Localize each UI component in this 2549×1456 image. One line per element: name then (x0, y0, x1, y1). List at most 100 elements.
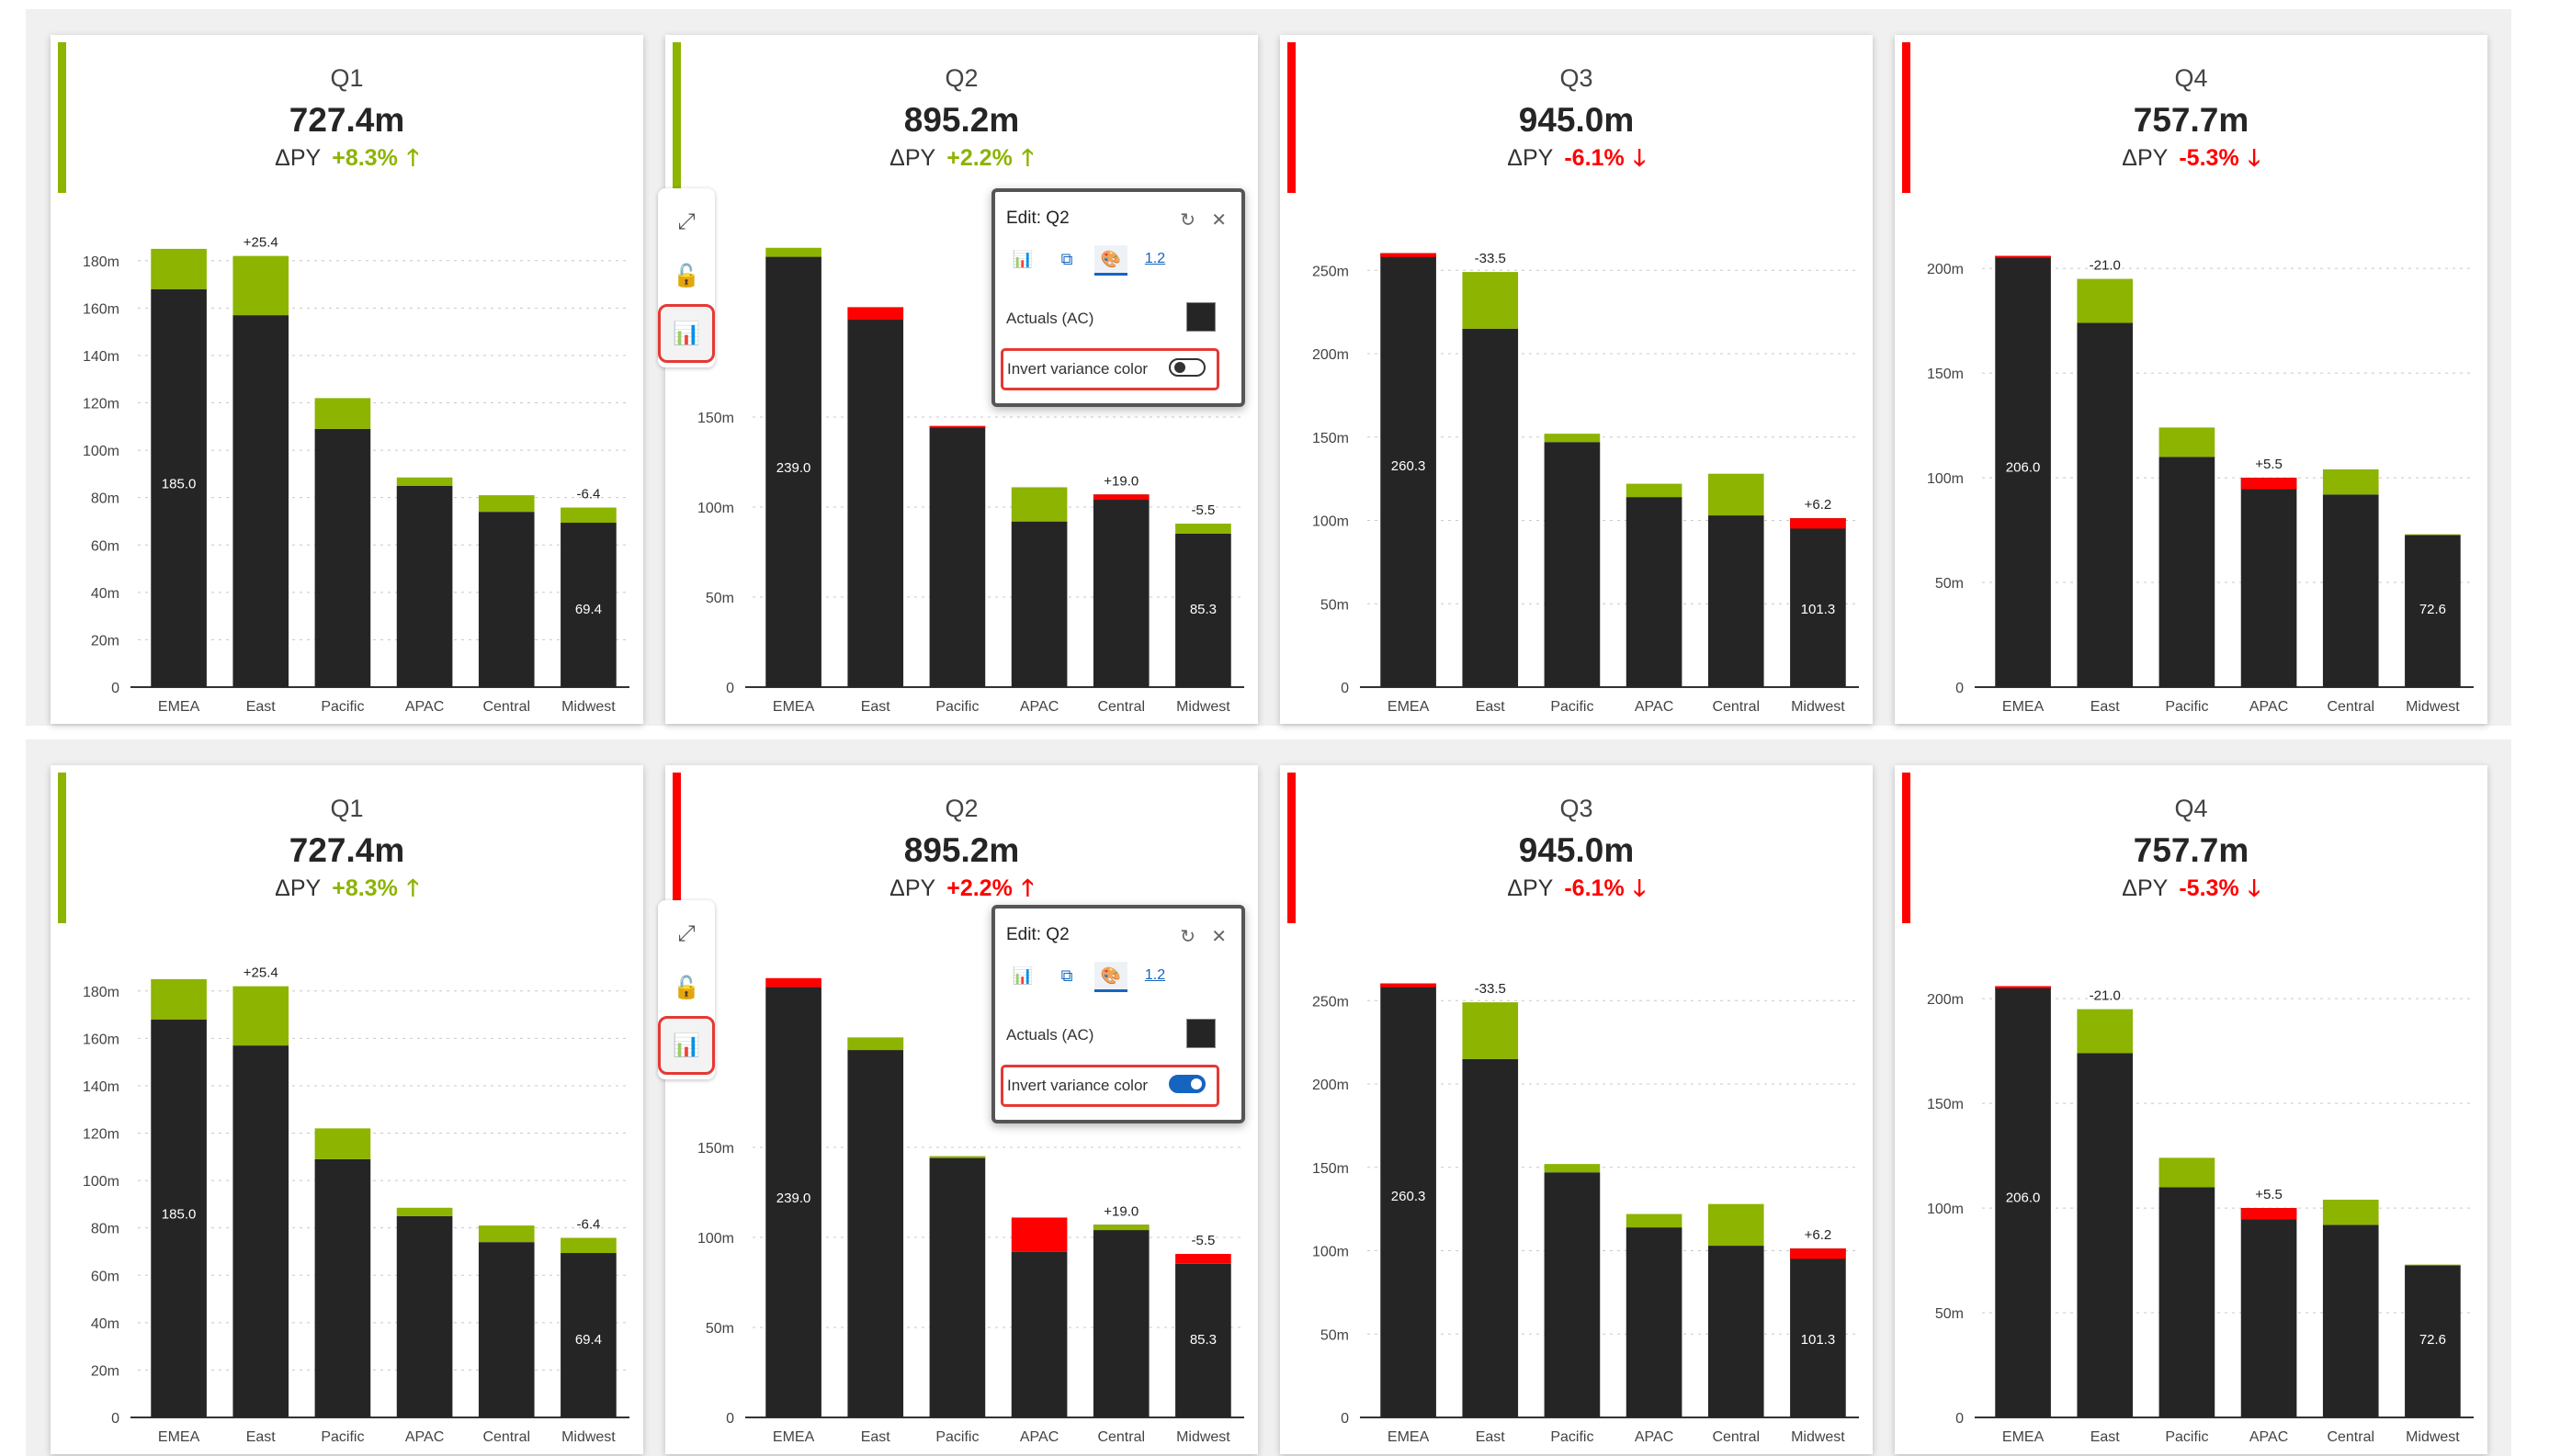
bar-actual[interactable] (847, 307, 904, 687)
bar-variance[interactable] (478, 495, 535, 513)
bar-actual[interactable] (2077, 1053, 2134, 1417)
invert-variance-row[interactable]: Invert variance color (1001, 1065, 1219, 1107)
bar-variance[interactable] (2240, 478, 2297, 490)
tab-layout-icon[interactable]: ⧉ (1060, 965, 1073, 985)
bar-variance[interactable] (1175, 1254, 1231, 1264)
bar-actual[interactable] (1544, 442, 1601, 687)
tab-layout-icon[interactable]: ⧉ (1060, 249, 1073, 268)
bar-variance[interactable] (1790, 1248, 1846, 1259)
bar-actual[interactable] (1626, 1227, 1682, 1417)
bar-actual[interactable] (1462, 1058, 1519, 1417)
bar-actual[interactable] (2322, 1225, 2379, 1417)
close-icon[interactable]: ✕ (1211, 927, 1227, 947)
bar-actual[interactable] (1093, 494, 1150, 687)
bar-variance[interactable] (765, 977, 821, 988)
invert-variance-row[interactable]: Invert variance color (1001, 348, 1219, 390)
bar-variance[interactable] (2322, 1199, 2379, 1225)
quarter-card[interactable]: Q4 757.7m ΔPY -5.3% 🡓 0 50m 100m 150m 200m EMEA Eas… (1895, 35, 2487, 724)
bar-variance[interactable] (2240, 1208, 2297, 1220)
bar-variance[interactable] (2405, 1264, 2461, 1266)
bar-variance[interactable] (1380, 253, 1436, 257)
bar-actual[interactable] (2158, 457, 2215, 687)
bar-variance[interactable] (151, 248, 207, 289)
bar-actual[interactable] (1544, 1172, 1601, 1417)
bar-variance[interactable] (847, 1037, 904, 1051)
bar-variance[interactable] (1093, 1225, 1150, 1231)
bar-actual[interactable] (2405, 535, 2461, 687)
bar-actual[interactable] (396, 1215, 453, 1417)
bar-variance[interactable] (929, 1156, 986, 1158)
bar-variance[interactable] (396, 477, 453, 486)
bar-variance[interactable] (2077, 1009, 2134, 1054)
bar-variance[interactable] (2158, 1157, 2215, 1188)
actuals-color-swatch[interactable] (1186, 302, 1216, 332)
bar-actual[interactable] (1011, 1251, 1068, 1417)
bar-actual[interactable] (1380, 253, 1436, 687)
bar-variance[interactable] (2322, 468, 2379, 495)
bar-variance[interactable] (561, 1237, 617, 1254)
bar-actual[interactable] (2158, 1187, 2215, 1417)
bar-actual[interactable] (929, 1156, 986, 1417)
bar-actual[interactable] (1995, 986, 2051, 1417)
refresh-icon[interactable]: ↻ (1180, 927, 1195, 947)
bar-variance[interactable] (1707, 473, 1764, 516)
tab-chart-icon[interactable]: 📊 (1012, 249, 1034, 268)
bar-variance[interactable] (1011, 487, 1068, 522)
lock-icon[interactable]: 🔓 (673, 263, 700, 288)
tab-colors-icon[interactable]: 🎨 (1094, 245, 1127, 276)
bar-variance[interactable] (396, 1207, 453, 1216)
bar-actual[interactable] (2240, 1208, 2297, 1417)
bar-variance[interactable] (2405, 534, 2461, 536)
tab-colors-icon[interactable]: 🎨 (1094, 962, 1127, 992)
close-icon[interactable]: ✕ (1211, 210, 1227, 231)
chart-settings-icon[interactable]: 📊 (658, 1016, 715, 1075)
bar-variance[interactable] (1093, 494, 1150, 501)
bar-actual[interactable] (1707, 1246, 1764, 1417)
bar-variance[interactable] (2077, 278, 2134, 323)
quarter-card[interactable]: Q1 727.4m ΔPY +8.3% 🡑 0 20m 40m 60m 80m 100m 120m 14… (51, 765, 643, 1454)
chart-settings-icon[interactable]: 📊 (658, 304, 715, 363)
bar-actual[interactable] (1790, 1248, 1846, 1417)
bar-actual[interactable] (478, 1242, 535, 1417)
bar-actual[interactable] (1093, 1225, 1150, 1417)
bar-actual[interactable] (1462, 328, 1519, 687)
bar-variance[interactable] (1380, 983, 1436, 988)
bar-actual[interactable] (1175, 1263, 1231, 1417)
quarter-card[interactable]: Q1 727.4m ΔPY +8.3% 🡑 0 20m 40m 60m 80m 100m 120m 14… (51, 35, 643, 724)
bar-actual[interactable] (765, 987, 821, 1417)
bar-actual[interactable] (561, 523, 617, 687)
bar-variance[interactable] (1544, 434, 1601, 443)
bar-variance[interactable] (1462, 272, 1519, 329)
bar-actual[interactable] (232, 315, 289, 687)
refresh-icon[interactable]: ↻ (1180, 210, 1195, 231)
focus-mode-icon[interactable]: ⤢ (677, 921, 696, 946)
bar-variance[interactable] (765, 247, 821, 257)
bar-actual[interactable] (847, 1037, 904, 1417)
bar-actual[interactable] (1707, 515, 1764, 687)
bar-actual[interactable] (151, 1019, 207, 1417)
bar-actual[interactable] (2405, 1265, 2461, 1417)
quarter-card[interactable]: Q4 757.7m ΔPY -5.3% 🡓 0 50m 100m 150m 200m EMEA Eas… (1895, 765, 2487, 1454)
bar-variance[interactable] (1462, 1002, 1519, 1059)
bar-actual[interactable] (1011, 521, 1068, 687)
quarter-card[interactable]: Q3 945.0m ΔPY -6.1% 🡓 0 50m 100m 150m 200m 250m EME… (1280, 765, 1873, 1454)
bar-variance[interactable] (1995, 986, 2051, 988)
focus-mode-icon[interactable]: ⤢ (677, 209, 696, 234)
bar-actual[interactable] (314, 428, 371, 687)
bar-variance[interactable] (929, 425, 986, 428)
tab-number-format[interactable]: 1.2 (1144, 251, 1166, 266)
bar-actual[interactable] (1175, 533, 1231, 687)
bar-variance[interactable] (1995, 255, 2051, 258)
bar-variance[interactable] (561, 507, 617, 524)
tab-number-format[interactable]: 1.2 (1144, 967, 1166, 983)
bar-actual[interactable] (561, 1253, 617, 1417)
bar-actual[interactable] (2077, 322, 2134, 687)
bar-actual[interactable] (1626, 497, 1682, 687)
bar-variance[interactable] (232, 255, 289, 316)
bar-actual[interactable] (2322, 494, 2379, 687)
tab-chart-icon[interactable]: 📊 (1012, 965, 1034, 985)
invert-variance-toggle[interactable] (1169, 358, 1206, 377)
invert-variance-toggle[interactable] (1169, 1075, 1206, 1093)
bar-variance[interactable] (1790, 518, 1846, 529)
bar-variance[interactable] (1175, 524, 1231, 534)
